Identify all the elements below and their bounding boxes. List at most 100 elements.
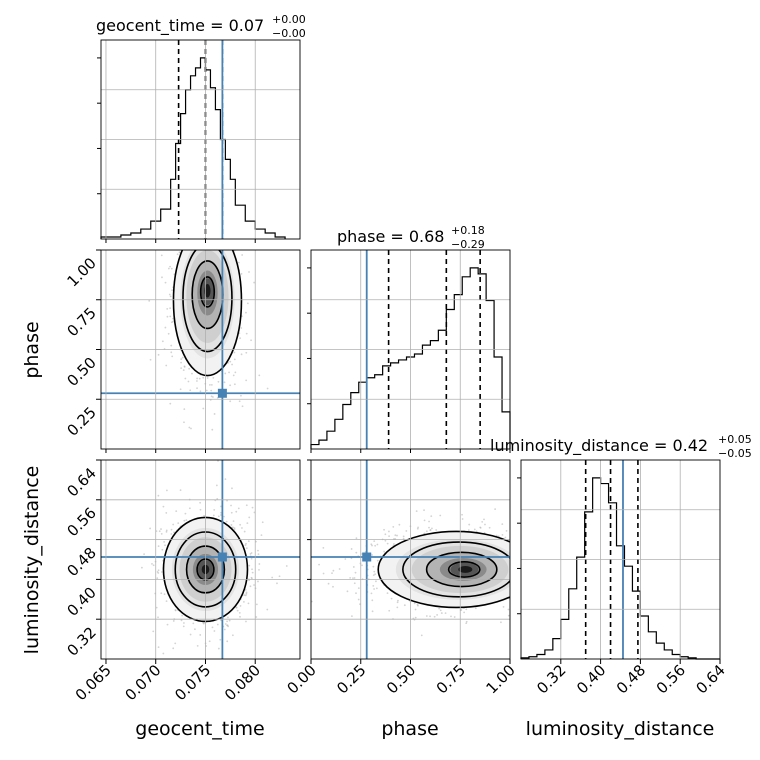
density-level-6: [204, 284, 211, 298]
scatter-point: [161, 340, 164, 343]
scatter-point: [202, 621, 205, 624]
scatter-point: [158, 530, 161, 533]
scatter-point: [149, 358, 152, 361]
scatter-point: [171, 320, 174, 323]
scatter-point: [549, 548, 551, 550]
scatter-point: [438, 607, 441, 610]
scatter-point: [601, 522, 603, 524]
panel-1-1: [311, 250, 510, 449]
scatter-point: [166, 315, 169, 318]
scatter-point: [228, 211, 230, 213]
scatter-point: [229, 360, 232, 363]
scatter-point: [539, 588, 541, 590]
scatter-point: [236, 609, 239, 612]
scatter-point: [371, 599, 374, 602]
panel-2-2: [521, 460, 720, 659]
scatter-point: [425, 530, 428, 533]
scatter-point: [354, 571, 357, 574]
scatter-point: [174, 609, 177, 611]
scatter-point: [355, 537, 358, 540]
scatter-point: [518, 546, 520, 548]
scatter-point: [157, 646, 160, 649]
scatter-point: [511, 540, 513, 542]
truth-marker: [362, 552, 372, 562]
title-phase: phase = 0.68: [337, 227, 444, 246]
scatter-point: [224, 478, 227, 480]
scatter-point: [440, 612, 443, 614]
scatter-point: [196, 380, 198, 382]
scatter-point: [425, 615, 428, 617]
scatter-point: [433, 615, 436, 618]
scatter-point: [386, 592, 389, 594]
scatter-point: [258, 563, 261, 565]
scatter-point: [187, 380, 190, 383]
scatter-point: [278, 575, 281, 578]
scatter-point: [216, 623, 219, 626]
scatter-point: [217, 515, 220, 518]
scatter-point: [232, 374, 235, 377]
scatter-point: [511, 584, 513, 586]
scatter-point: [255, 603, 258, 606]
scatter-point: [515, 606, 517, 608]
scatter-point: [156, 571, 159, 573]
scatter-point: [241, 527, 243, 529]
scatter-point: [184, 377, 187, 380]
scatter-point: [338, 568, 341, 570]
scatter-point: [202, 241, 204, 243]
scatter-point: [241, 405, 244, 408]
scatter-point: [515, 581, 517, 583]
scatter-point: [180, 619, 183, 622]
scatter-point: [240, 353, 243, 356]
scatter-point: [450, 615, 452, 618]
scatter-point: [187, 245, 189, 247]
scatter-point: [220, 505, 222, 508]
scatter-point: [245, 542, 247, 545]
scatter-point: [516, 581, 518, 583]
scatter-point: [327, 582, 330, 585]
scatter-point: [355, 592, 357, 595]
scatter-point: [196, 387, 198, 390]
scatter-point: [199, 178, 201, 180]
scatter-point: [223, 628, 226, 631]
scatter-point: [140, 566, 143, 569]
scatter-point: [166, 307, 169, 310]
scatter-point: [192, 622, 195, 625]
scatter-point: [250, 557, 253, 560]
scatter-point: [250, 552, 253, 554]
scatter-point: [245, 332, 248, 335]
scatter-point: [224, 372, 227, 375]
scatter-point: [226, 640, 229, 643]
scatter-point: [231, 487, 233, 490]
scatter-point: [210, 383, 213, 386]
scatter-point: [465, 622, 468, 625]
scatter-point: [183, 365, 186, 368]
scatter-point: [460, 608, 463, 611]
scatter-point: [350, 615, 353, 618]
scatter-point: [180, 367, 183, 370]
scatter-point: [352, 566, 355, 568]
title-luminosity-distance-plus: +0.05: [718, 433, 752, 446]
scatter-point: [152, 630, 155, 633]
scatter-point: [504, 536, 507, 539]
scatter-point: [223, 515, 225, 518]
scatter-point: [173, 531, 175, 534]
scatter-point: [202, 407, 205, 410]
xlabel-luminosity-distance: luminosity_distance: [526, 718, 715, 740]
scatter-point: [241, 254, 244, 256]
scatter-point: [162, 652, 165, 655]
scatter-point: [175, 510, 178, 513]
contour-line-3: [447, 561, 481, 578]
scatter-point: [160, 532, 163, 535]
scatter-point: [197, 236, 199, 238]
scatter-point: [220, 514, 222, 516]
panel-0-0: [101, 40, 300, 239]
scatter-point: [183, 408, 186, 411]
scatter-point: [231, 634, 234, 637]
scatter-point: [174, 642, 177, 645]
x-tick-label-phase: 0.00: [283, 661, 319, 697]
scatter-point: [429, 529, 432, 531]
scatter-point: [376, 559, 379, 562]
scatter-point: [515, 574, 517, 576]
scatter-point: [191, 226, 193, 228]
scatter-point: [371, 554, 373, 556]
